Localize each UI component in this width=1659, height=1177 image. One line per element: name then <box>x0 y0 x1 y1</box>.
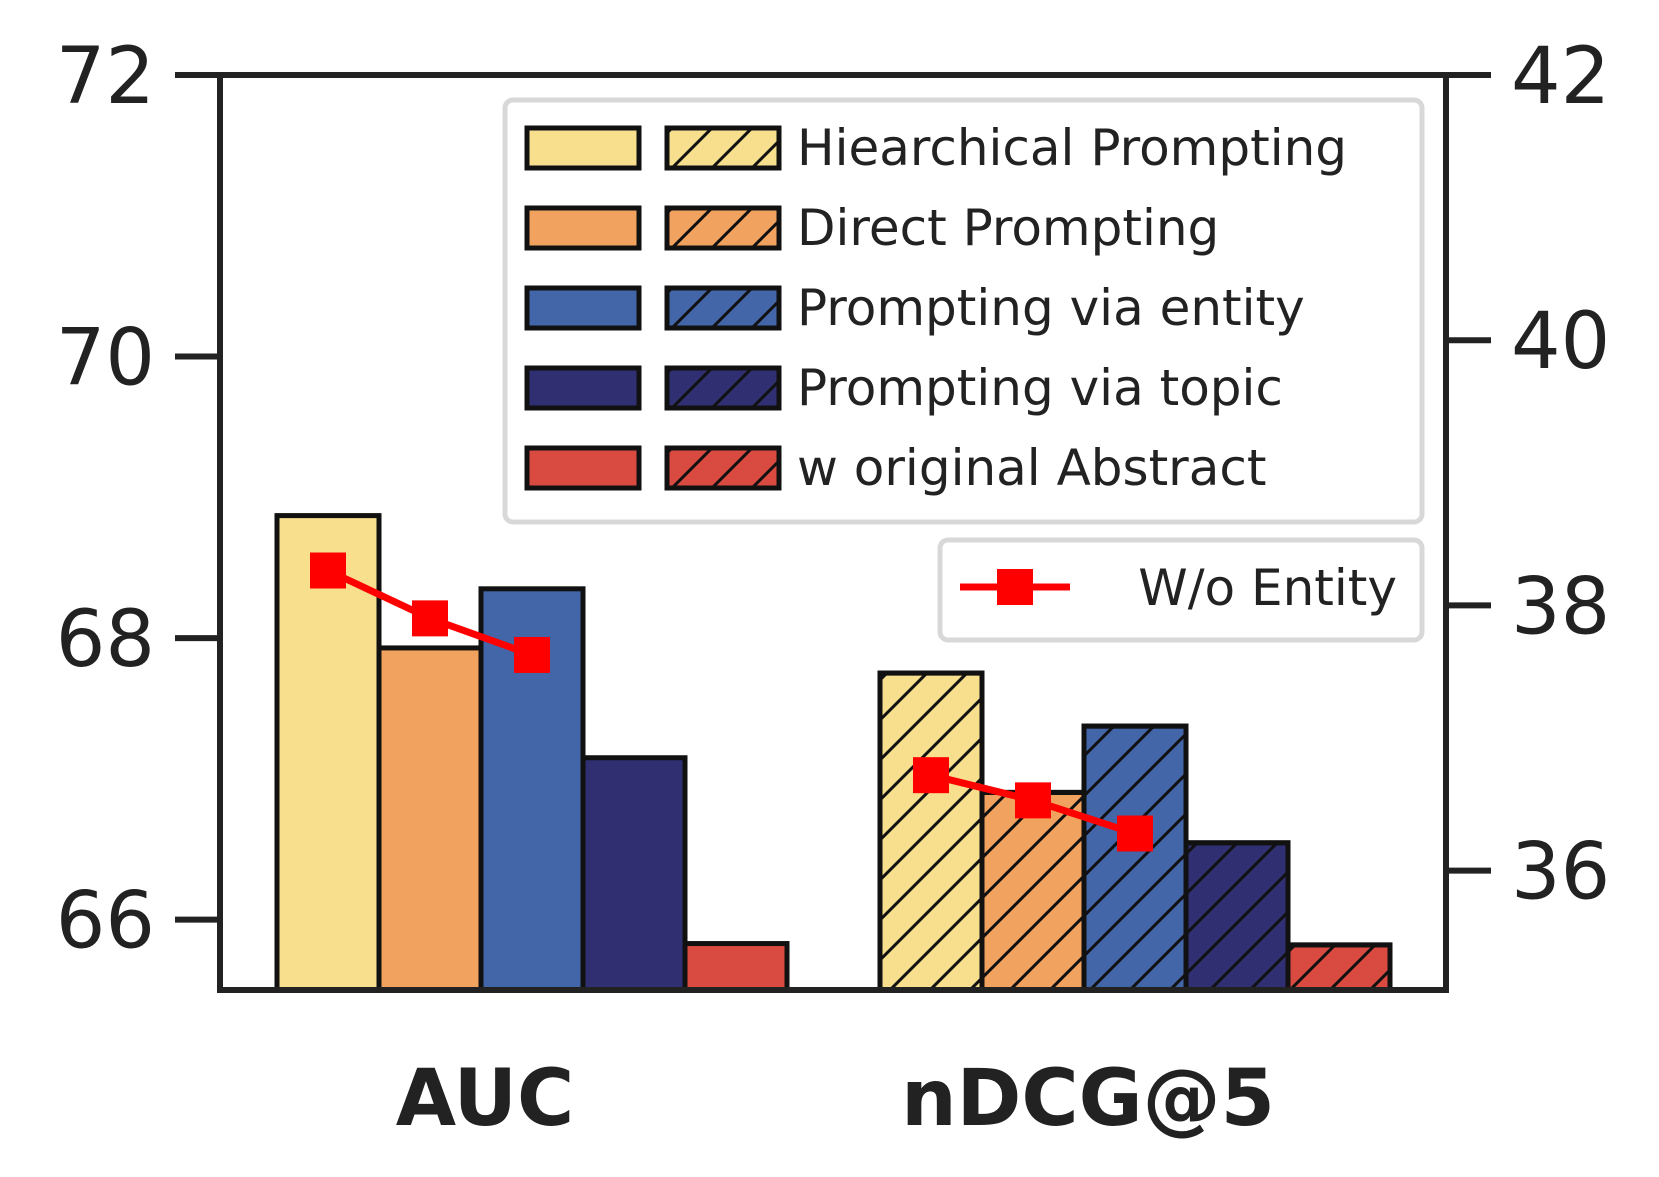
legend-swatch-hatch-overlay-5 <box>664 445 782 491</box>
legend-swatch-solid-2 <box>524 205 642 251</box>
left-tick-label: 72 <box>56 32 155 122</box>
legend-swatch-hatch-overlay-2 <box>664 205 782 251</box>
left-axis: 66 68 70 72 <box>56 32 220 967</box>
line-point-ndcg5-3 <box>1117 815 1153 852</box>
legend-swatch-solid-1 <box>524 125 642 171</box>
line-point-auc-3 <box>514 636 550 673</box>
legend-line: W/o Entity <box>937 537 1425 643</box>
line-legend-marker <box>997 569 1033 605</box>
line-legend-label: W/o Entity <box>1138 559 1397 617</box>
legend-label-4: Prompting via topic <box>797 359 1283 417</box>
bar-hatch-ndcg-1 <box>877 670 985 993</box>
legend-swatch-hatch-overlay-1 <box>664 125 782 171</box>
bar-auc-1 <box>274 513 382 993</box>
legend-swatch-solid-3 <box>524 285 642 331</box>
category-label-auc: AUC <box>396 1054 575 1144</box>
legend-swatch-solid-4 <box>524 365 642 411</box>
legend-label-1: Hiearchical Prompting <box>797 119 1347 177</box>
category-labels: AUC nDCG@5 <box>396 1054 1275 1144</box>
legend-swatch-hatch-overlay-3 <box>664 285 782 331</box>
legend-swatch-hatch-overlay-4 <box>664 365 782 411</box>
legend-bars: Hiearchical Prompting Direct Prompting Pro… <box>502 97 1425 525</box>
bars-layer <box>274 513 1393 993</box>
bar-auc-2 <box>376 645 484 993</box>
line-point-auc-2 <box>412 600 448 637</box>
right-axis: 36 38 40 42 <box>1446 32 1610 918</box>
legend-label-5: w original Abstract <box>797 439 1266 497</box>
legend-label-2: Direct Prompting <box>797 199 1219 257</box>
legend-label-3: Prompting via entity <box>797 279 1305 337</box>
left-tick-label: 66 <box>56 877 155 967</box>
bar-hatch-ndcg-3 <box>1081 723 1189 993</box>
line-point-ndcg5-2 <box>1015 782 1051 819</box>
bar-auc-4 <box>580 755 688 993</box>
bar-auc-5 <box>682 941 790 993</box>
right-tick-label: 40 <box>1511 297 1610 387</box>
bar-hatch-ndcg-2 <box>979 789 1087 993</box>
bar-hatch-ndcg-4 <box>1183 840 1291 993</box>
line-point-auc-1 <box>310 552 346 589</box>
bar-hatch-ndcg-5 <box>1285 942 1393 993</box>
right-tick-label: 42 <box>1511 32 1610 122</box>
plot-frame <box>217 72 1449 993</box>
line-layer <box>310 552 1153 852</box>
line-legend-frame <box>937 537 1425 643</box>
line-point-ndcg5-1 <box>913 757 949 794</box>
category-label-ndcg5: nDCG@5 <box>901 1054 1275 1144</box>
right-tick-label: 36 <box>1511 828 1610 918</box>
left-tick-label: 68 <box>56 595 155 685</box>
left-tick-label: 70 <box>56 314 155 404</box>
right-tick-label: 38 <box>1511 562 1610 652</box>
legend-swatch-solid-5 <box>524 445 642 491</box>
